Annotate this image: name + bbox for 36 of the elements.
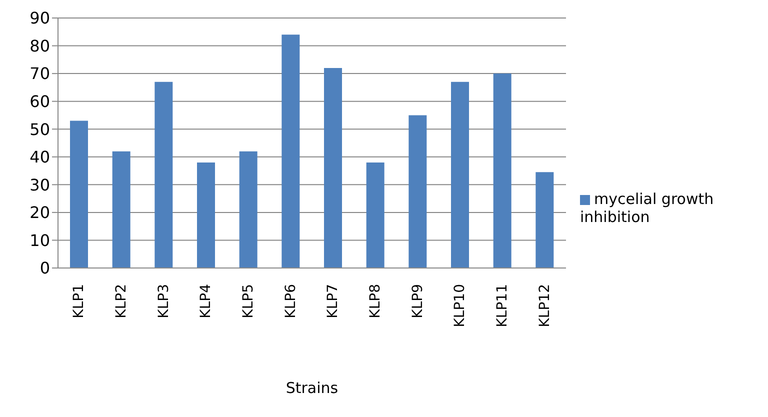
bar <box>451 82 469 268</box>
y-tick-label: 0 <box>40 258 50 278</box>
x-tick-label: KLP4 <box>198 284 214 318</box>
x-axis-title: Strains <box>286 379 338 397</box>
x-tick-label: KLP8 <box>368 284 384 318</box>
x-tick-label: KLP10 <box>452 284 468 328</box>
bar <box>112 151 130 268</box>
x-tick-label: KLP5 <box>240 284 256 318</box>
y-tick-label: 60 <box>30 92 50 112</box>
x-tick-label: KLP11 <box>494 284 510 328</box>
x-tick-label: KLP9 <box>410 284 426 318</box>
legend-label: mycelial growth inhibition <box>580 190 714 226</box>
bar <box>239 151 258 268</box>
x-tick-label: KLP12 <box>536 284 553 328</box>
x-tick-label: KLP7 <box>325 284 342 318</box>
y-tick-label: 70 <box>30 64 50 84</box>
y-tick-label: 10 <box>30 230 50 250</box>
bar <box>536 172 554 268</box>
bar <box>154 82 173 268</box>
y-tick-label: 40 <box>30 148 50 167</box>
bar <box>408 115 427 268</box>
bar <box>324 68 342 268</box>
bar <box>197 162 215 268</box>
y-tick-label: 50 <box>30 120 50 139</box>
x-tick-label: KLP3 <box>156 284 172 318</box>
bar <box>493 74 512 268</box>
bar <box>366 162 384 268</box>
y-tick-label: 30 <box>30 175 50 194</box>
y-tick-label: 90 <box>30 8 50 28</box>
bar <box>70 120 88 268</box>
y-tick-label: 20 <box>30 203 50 222</box>
x-tick-label: KLP2 <box>114 284 130 318</box>
y-tick-label: 80 <box>30 36 50 56</box>
x-tick-label: KLP6 <box>282 284 299 318</box>
bar <box>282 34 300 268</box>
x-tick-label: KLP1 <box>71 284 88 318</box>
